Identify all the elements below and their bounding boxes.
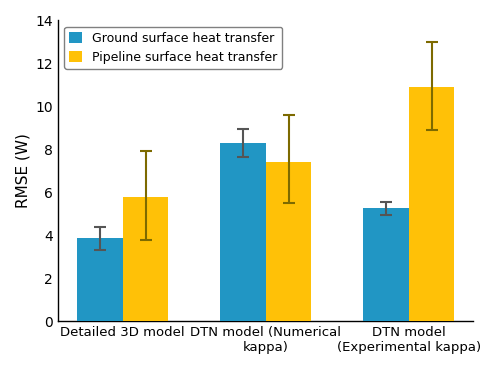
Bar [122, 197, 168, 321]
Y-axis label: RMSE (W): RMSE (W) [15, 133, 30, 208]
Bar [220, 143, 266, 321]
Bar [77, 238, 122, 321]
Bar [408, 87, 455, 321]
Bar [266, 162, 312, 321]
Legend: Ground surface heat transfer, Pipeline surface heat transfer: Ground surface heat transfer, Pipeline s… [64, 27, 282, 69]
Bar [363, 208, 408, 321]
